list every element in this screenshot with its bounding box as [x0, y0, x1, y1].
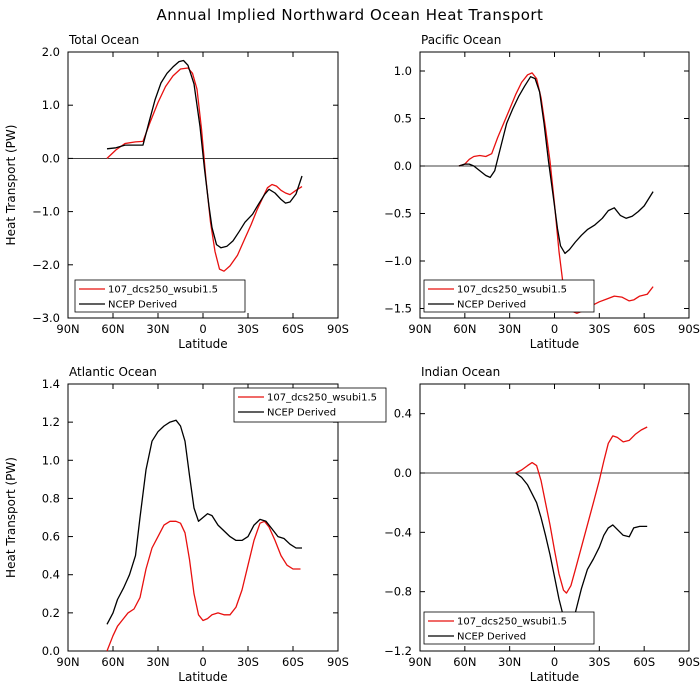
legend-box	[423, 611, 595, 645]
x-tick-label: 90N	[56, 322, 79, 336]
panel-title: Atlantic Ocean	[69, 365, 157, 379]
x-tick-label: 30S	[588, 322, 610, 336]
legend-entry: 107_dcs250_wsubi1.5	[457, 617, 567, 628]
x-tick-label: 30N	[146, 322, 169, 336]
x-axis-label: Latitude	[178, 337, 227, 351]
series-line	[106, 67, 303, 272]
x-tick-label: 90N	[56, 655, 79, 669]
x-tick-label: 60S	[282, 655, 304, 669]
x-tick-label: 30N	[498, 655, 521, 669]
y-tick-label: 0.0	[394, 466, 412, 480]
y-tick-label: 0.0	[42, 644, 60, 658]
y-tick-label: 0.6	[42, 530, 60, 544]
legend-entry: NCEP Derived	[267, 408, 336, 419]
y-axis-label: Heat Transport (PW)	[4, 125, 18, 246]
y-tick-label: −2.0	[32, 258, 60, 272]
y-tick-label: −1.0	[32, 205, 60, 219]
y-tick-label: −1.0	[384, 254, 412, 268]
x-tick-label: 30S	[588, 655, 610, 669]
chart-panel: 90N 60N 30N 0 30S 60S 90S −3.0 −2.0 −1.0 0.0 1.0 2.0…	[4, 33, 349, 351]
series-line	[106, 419, 302, 625]
legend-entry: 107_dcs250_wsubi1.5	[267, 393, 377, 404]
legend-entry: 107_dcs250_wsubi1.5	[108, 285, 218, 296]
legend: 107_dcs250_wsubi1.5 NCEP Derived	[423, 611, 595, 645]
x-tick-label: 0	[551, 655, 558, 669]
y-tick-label: −0.4	[384, 525, 412, 539]
x-tick-label: 60N	[101, 655, 124, 669]
y-tick-label: −3.0	[32, 311, 60, 325]
y-tick-label: −0.8	[384, 585, 412, 599]
y-tick-label: 2.0	[42, 45, 60, 59]
x-tick-label: 90S	[327, 322, 349, 336]
legend-entry: NCEP Derived	[457, 632, 526, 643]
y-tick-label: 0.4	[394, 407, 412, 421]
x-tick-label: 0	[199, 655, 206, 669]
x-tick-label: 90N	[408, 322, 431, 336]
x-tick-label: 60S	[633, 655, 655, 669]
panel-title: Pacific Ocean	[421, 33, 501, 47]
panel-title: Indian Ocean	[421, 365, 500, 379]
y-tick-label: 0.8	[42, 491, 60, 505]
plot-frame	[419, 383, 690, 652]
x-axis-label: Latitude	[178, 670, 227, 684]
legend-box	[233, 387, 387, 423]
legend: 107_dcs250_wsubi1.5 NCEP Derived	[74, 279, 246, 313]
x-tick-label: 0	[199, 322, 206, 336]
legend-entry: NCEP Derived	[108, 300, 177, 311]
panel-title: Total Ocean	[68, 33, 139, 47]
y-tick-label: 1.4	[42, 377, 60, 391]
legend-entry: 107_dcs250_wsubi1.5	[457, 285, 567, 296]
legend: 107_dcs250_wsubi1.5 NCEP Derived	[233, 387, 387, 423]
y-tick-label: −1.2	[384, 644, 412, 658]
x-tick-label: 60N	[453, 655, 476, 669]
series-line	[458, 72, 654, 314]
x-tick-label: 60S	[282, 322, 304, 336]
y-tick-label: −1.5	[384, 302, 412, 316]
y-tick-label: 0.0	[42, 151, 60, 165]
y-tick-label: 0.5	[394, 112, 412, 126]
y-tick-label: 0.4	[42, 568, 60, 582]
plot-frame	[419, 51, 690, 319]
y-tick-label: −0.5	[384, 207, 412, 221]
x-axis-label: Latitude	[530, 337, 579, 351]
y-tick-label: 1.0	[42, 98, 60, 112]
x-axis-label: Latitude	[530, 670, 579, 684]
y-tick-label: 0.0	[394, 159, 412, 173]
legend-entry: NCEP Derived	[457, 300, 526, 311]
legend-box	[423, 279, 595, 313]
series-line	[106, 520, 301, 652]
y-tick-label: 1.0	[42, 453, 60, 467]
x-tick-label: 30N	[498, 322, 521, 336]
legend-box	[74, 279, 246, 313]
x-tick-label: 0	[551, 322, 558, 336]
y-axis-label: Heat Transport (PW)	[4, 457, 18, 578]
x-tick-label: 90S	[678, 655, 700, 669]
x-tick-label: 60N	[101, 322, 124, 336]
series-line	[515, 472, 648, 627]
series-line	[106, 59, 303, 249]
x-tick-label: 30S	[237, 655, 259, 669]
y-tick-label: 1.0	[394, 64, 412, 78]
series-line	[458, 76, 654, 255]
y-tick-label: 0.2	[42, 606, 60, 620]
y-tick-label: 1.2	[42, 415, 60, 429]
chart-panel: 90N 60N 30N 0 30S 60S 90S 0.0 0.2 0.4 0.6 0.8 1.0 1.2…	[4, 365, 387, 684]
x-tick-label: 90S	[678, 322, 700, 336]
x-tick-label: 60N	[453, 322, 476, 336]
figure-title: Annual Implied Northward Ocean Heat Tran…	[157, 6, 544, 24]
x-tick-label: 30N	[146, 655, 169, 669]
x-tick-label: 30S	[237, 322, 259, 336]
chart-panel: 90N 60N 30N 0 30S 60S 90S −1.5 −1.0 −0.5 0.0 0.5 1.0…	[384, 33, 700, 351]
series-line	[515, 426, 648, 594]
x-tick-label: 90S	[327, 655, 349, 669]
chart-panel: 90N 60N 30N 0 30S 60S 90S −1.2 −0.8 −0.4 0.0 0.4 Ind…	[384, 365, 700, 684]
plot-frame	[67, 51, 339, 319]
panels: 90N 60N 30N 0 30S 60S 90S −3.0 −2.0 −1.0 0.0 1.0 2.0…	[4, 33, 700, 684]
x-tick-label: 60S	[633, 322, 655, 336]
x-tick-label: 90N	[408, 655, 431, 669]
legend: 107_dcs250_wsubi1.5 NCEP Derived	[423, 279, 595, 313]
